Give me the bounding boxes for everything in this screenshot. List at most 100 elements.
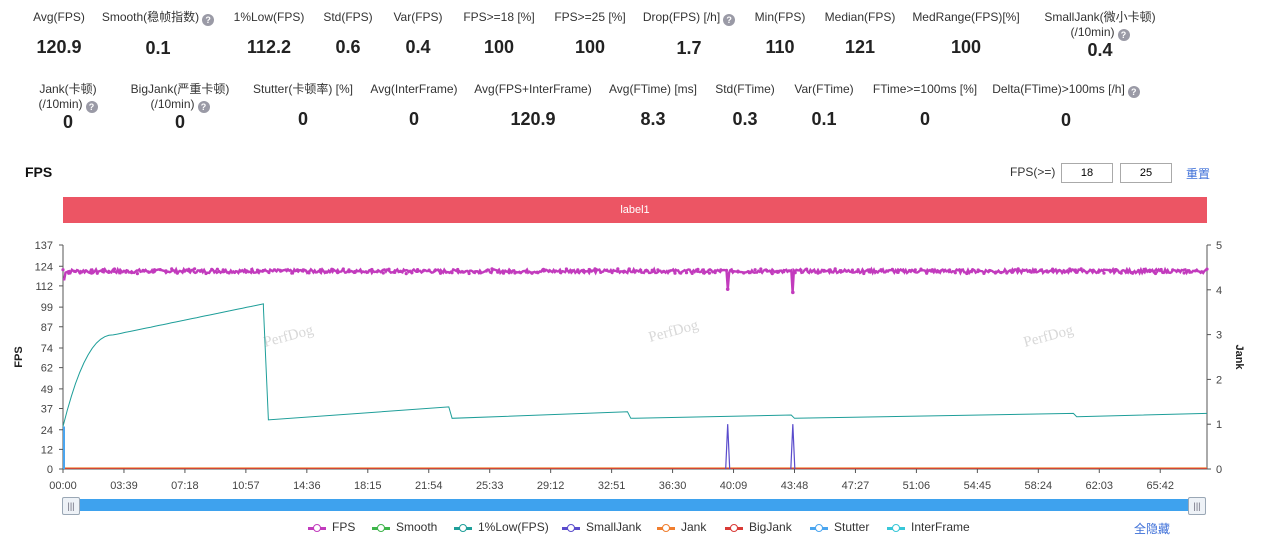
fps-point xyxy=(890,267,895,271)
y-tick-label: 24 xyxy=(41,425,53,437)
legend-marker-icon xyxy=(725,523,743,533)
fps-point xyxy=(610,270,614,275)
metric-label: FTime>=100ms [%] xyxy=(845,82,1005,97)
help-icon[interactable]: ? xyxy=(85,101,98,113)
fps-point xyxy=(810,269,814,273)
x-tick-label: 40:09 xyxy=(720,480,748,492)
fps-threshold-input-2[interactable] xyxy=(1120,163,1172,183)
fps-point xyxy=(215,267,219,271)
metric-label-text: FPS>=25 [%] xyxy=(554,10,626,24)
metric-label-text: MedRange(FPS)[%] xyxy=(912,10,1020,24)
metric-label-text: FPS>=18 [%] xyxy=(463,10,535,24)
x-tick-label: 07:18 xyxy=(171,480,199,492)
legend-label: BigJank xyxy=(749,520,792,534)
legend-item-interframe[interactable]: InterFrame xyxy=(887,520,970,534)
fps-point xyxy=(1102,271,1106,275)
fps-point xyxy=(1113,268,1118,272)
fps-threshold-input-1[interactable] xyxy=(1061,163,1113,183)
help-icon[interactable]: ? xyxy=(1117,29,1130,41)
metric-value: 112.2 xyxy=(246,37,292,57)
fps-point xyxy=(976,268,980,272)
slider-track[interactable] xyxy=(62,499,1206,511)
y-tick-label: 137 xyxy=(35,240,53,252)
fps-point xyxy=(221,268,225,272)
slider-handle-left[interactable]: ||| xyxy=(62,497,80,515)
fps-point xyxy=(599,270,603,274)
fps-point xyxy=(965,271,969,276)
fps-point xyxy=(553,269,557,273)
fps-point xyxy=(1188,270,1192,274)
fps-point xyxy=(318,268,322,272)
fps-point xyxy=(250,267,254,271)
fps-point xyxy=(770,272,774,276)
fps-point xyxy=(427,268,431,272)
help-icon[interactable]: ? xyxy=(202,14,215,26)
fps-point xyxy=(805,267,809,271)
fps-point xyxy=(993,271,998,275)
x-tick-label: 43:48 xyxy=(781,480,809,492)
fps-point xyxy=(1033,268,1037,272)
help-icon[interactable]: ? xyxy=(1127,86,1140,98)
metric-value: 0.3 xyxy=(732,109,758,129)
metric-label-text: Drop(FPS) [/h] xyxy=(642,10,721,24)
metric-11: SmallJank(微小卡顿) (/10min)? 0.4 xyxy=(1020,10,1180,60)
fps-point xyxy=(1153,271,1158,276)
legend-label: Smooth xyxy=(396,520,438,534)
fps-point xyxy=(307,271,311,275)
hide-all-button[interactable]: 全隐藏 xyxy=(1134,522,1171,536)
slider-handle-right[interactable]: ||| xyxy=(1188,497,1206,515)
reset-button[interactable]: 重置 xyxy=(1186,167,1211,181)
fps-point xyxy=(284,268,288,272)
metric-label: Std(FPS) xyxy=(268,10,428,25)
x-tick-label: 36:30 xyxy=(659,480,687,492)
metric-label-text: Avg(FPS) xyxy=(33,10,85,24)
metric-value: 100 xyxy=(483,37,515,57)
fps-point xyxy=(559,271,563,275)
metric-label-text: Jank(卡顿) xyxy=(39,82,97,96)
legend-marker-icon xyxy=(657,523,675,533)
legend-item-bigjank[interactable]: BigJank xyxy=(725,520,792,534)
metric-2: 1%Low(FPS) 112.2 xyxy=(189,10,349,57)
metric-3: Std(FPS) 0.6 xyxy=(268,10,428,57)
metric-label-text: Delta(FTime)>100ms [/h] xyxy=(992,82,1125,96)
metric-label-text: Smooth(稳帧指数) xyxy=(101,10,200,24)
y-tick-label: 74 xyxy=(41,343,53,355)
fps-point xyxy=(336,271,340,275)
fps-point xyxy=(175,271,179,275)
fps-point xyxy=(72,269,76,273)
metric-9: Delta(FTime)>100ms [/h]? 0 xyxy=(986,82,1146,130)
metric-label: FPS>=18 [%] xyxy=(419,10,579,25)
metric-value: 0.4 xyxy=(405,37,431,57)
metric-6: FPS>=25 [%] 100 xyxy=(510,10,670,57)
fps-point xyxy=(759,267,763,271)
fps-point xyxy=(164,269,168,273)
fps-point xyxy=(593,267,597,271)
fps-chart[interactable]: PerfDog PerfDog PerfDog0122437496274879911… xyxy=(0,232,1265,492)
fps-point xyxy=(1068,267,1072,271)
legend-item-smooth[interactable]: Smooth xyxy=(372,520,437,534)
metric-0: Avg(FPS) 120.9 xyxy=(0,10,139,57)
fps-point xyxy=(650,268,654,272)
fps-point-dip xyxy=(725,287,730,291)
metric-label: Stutter(卡顿率) [%] xyxy=(223,82,383,97)
legend-item-1-low-fps-[interactable]: 1%Low(FPS) xyxy=(454,520,549,534)
legend-item-fps[interactable]: FPS xyxy=(308,520,355,534)
legend-item-stutter[interactable]: Stutter xyxy=(810,520,869,534)
legend-item-smalljank[interactable]: SmallJank xyxy=(562,520,641,534)
label-bar[interactable]: label1 xyxy=(63,197,1207,223)
fps-point xyxy=(278,268,282,272)
fps-point xyxy=(587,267,591,272)
fps-point xyxy=(662,269,666,273)
time-range-slider[interactable]: ||| ||| xyxy=(62,497,1206,515)
fps-point xyxy=(879,268,883,272)
y-tick-label: 37 xyxy=(41,404,53,416)
fps-point xyxy=(742,271,746,275)
fps-point xyxy=(713,271,717,275)
legend-item-jank[interactable]: Jank xyxy=(657,520,706,534)
help-icon[interactable]: ? xyxy=(197,101,210,113)
fps-point xyxy=(301,268,305,272)
fps-point xyxy=(152,268,157,272)
metric-label-unit: (/10min) xyxy=(38,97,83,111)
help-icon[interactable]: ? xyxy=(723,14,736,26)
legend-marker-icon xyxy=(562,523,580,533)
